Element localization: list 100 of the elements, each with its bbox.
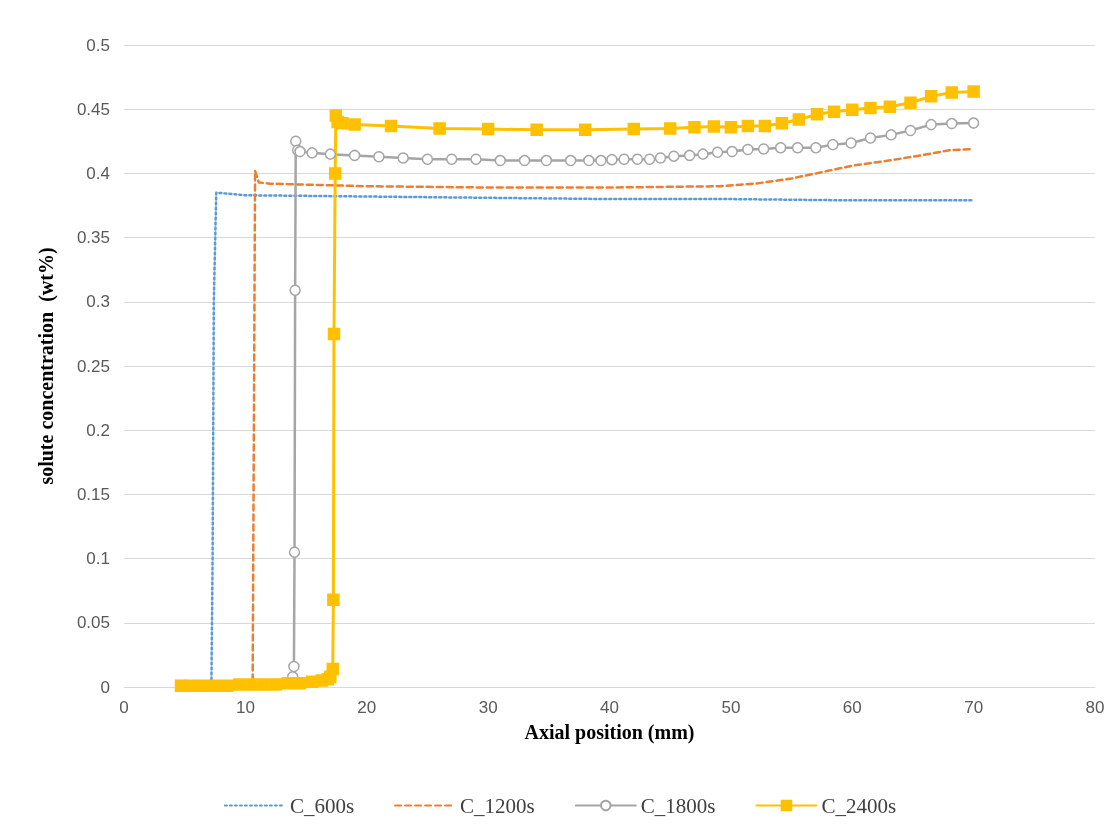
point	[967, 85, 980, 98]
point	[741, 119, 755, 133]
point	[233, 678, 246, 691]
y-tick-label: 0.3	[86, 292, 110, 312]
point	[494, 154, 507, 167]
point	[925, 118, 937, 131]
x-tick-label: 10	[235, 698, 255, 717]
y-tick-label: 0.4	[86, 163, 110, 183]
point	[397, 152, 409, 164]
point	[306, 147, 318, 159]
point	[697, 148, 709, 160]
point	[792, 113, 806, 126]
point	[774, 141, 787, 154]
point	[326, 662, 340, 676]
y-tick-label: 0.25	[76, 356, 110, 376]
point	[791, 141, 804, 154]
point	[373, 150, 385, 163]
point	[606, 153, 618, 166]
point	[328, 167, 342, 180]
point	[631, 153, 644, 166]
point	[196, 679, 210, 692]
point	[946, 117, 958, 130]
point	[595, 154, 607, 167]
point	[518, 154, 531, 167]
y-tick-label: 0.1	[86, 549, 110, 569]
point	[421, 153, 434, 166]
point	[288, 660, 300, 673]
point	[810, 108, 824, 121]
legend-label: C_600s	[289, 793, 355, 818]
point	[827, 138, 839, 151]
point	[327, 327, 341, 341]
point	[481, 122, 495, 136]
point	[924, 90, 938, 103]
y-tick-label: 0.45	[76, 99, 110, 119]
x-tick-label: 60	[842, 698, 862, 717]
point	[711, 146, 724, 158]
point	[775, 117, 789, 130]
point	[470, 153, 482, 166]
point	[578, 123, 592, 136]
point	[726, 145, 738, 158]
point	[654, 152, 667, 164]
point	[904, 96, 917, 110]
point	[348, 149, 361, 162]
point	[433, 122, 446, 135]
point	[757, 143, 770, 155]
point	[208, 679, 222, 692]
y-tick-label: 0.5	[86, 35, 110, 55]
x-tick-label: 30	[478, 698, 498, 717]
x-axis-title: Axial position (mm)	[524, 721, 695, 744]
point	[945, 86, 959, 99]
x-tick-label: 0	[119, 698, 129, 717]
point	[245, 678, 258, 691]
point	[618, 153, 630, 166]
point	[288, 546, 301, 558]
point	[668, 150, 680, 162]
point	[663, 122, 677, 135]
point	[348, 118, 361, 131]
legend-label: C_1800s	[640, 793, 716, 818]
y-tick-label: 0	[100, 677, 110, 697]
point	[707, 120, 721, 133]
point	[220, 679, 234, 692]
point	[627, 122, 641, 136]
point	[864, 101, 877, 115]
point	[643, 153, 656, 166]
point	[281, 676, 295, 690]
point	[336, 117, 349, 130]
point	[289, 284, 301, 296]
point	[883, 100, 897, 113]
point	[324, 148, 337, 160]
point	[967, 117, 980, 129]
point	[540, 154, 553, 167]
y-tick-label: 0.2	[86, 420, 110, 440]
point	[184, 679, 198, 692]
point	[724, 120, 738, 134]
point	[583, 154, 595, 167]
point	[688, 120, 701, 134]
point	[846, 103, 859, 117]
legend-label: C_1200s	[460, 793, 535, 818]
y-axis-title: solute concentration (wt%)	[35, 247, 58, 485]
y-tick-label: 0.15	[76, 484, 110, 504]
point	[758, 119, 772, 133]
point	[327, 593, 340, 606]
point	[384, 119, 398, 133]
x-tick-label: 20	[357, 698, 377, 717]
point	[269, 678, 282, 691]
point	[810, 141, 822, 154]
point	[864, 132, 877, 144]
y-tick-label: 0.05	[76, 613, 110, 633]
point	[293, 676, 307, 690]
x-tick-label: 50	[721, 698, 741, 717]
point	[257, 678, 270, 691]
legend-label: C_2400s	[821, 793, 897, 818]
x-tick-label: 80	[1085, 698, 1105, 717]
point	[904, 124, 917, 137]
point	[742, 143, 754, 156]
point	[530, 123, 543, 136]
point	[445, 153, 458, 166]
point	[845, 137, 857, 149]
point	[564, 154, 577, 167]
y-tick-label: 0.35	[76, 228, 110, 248]
